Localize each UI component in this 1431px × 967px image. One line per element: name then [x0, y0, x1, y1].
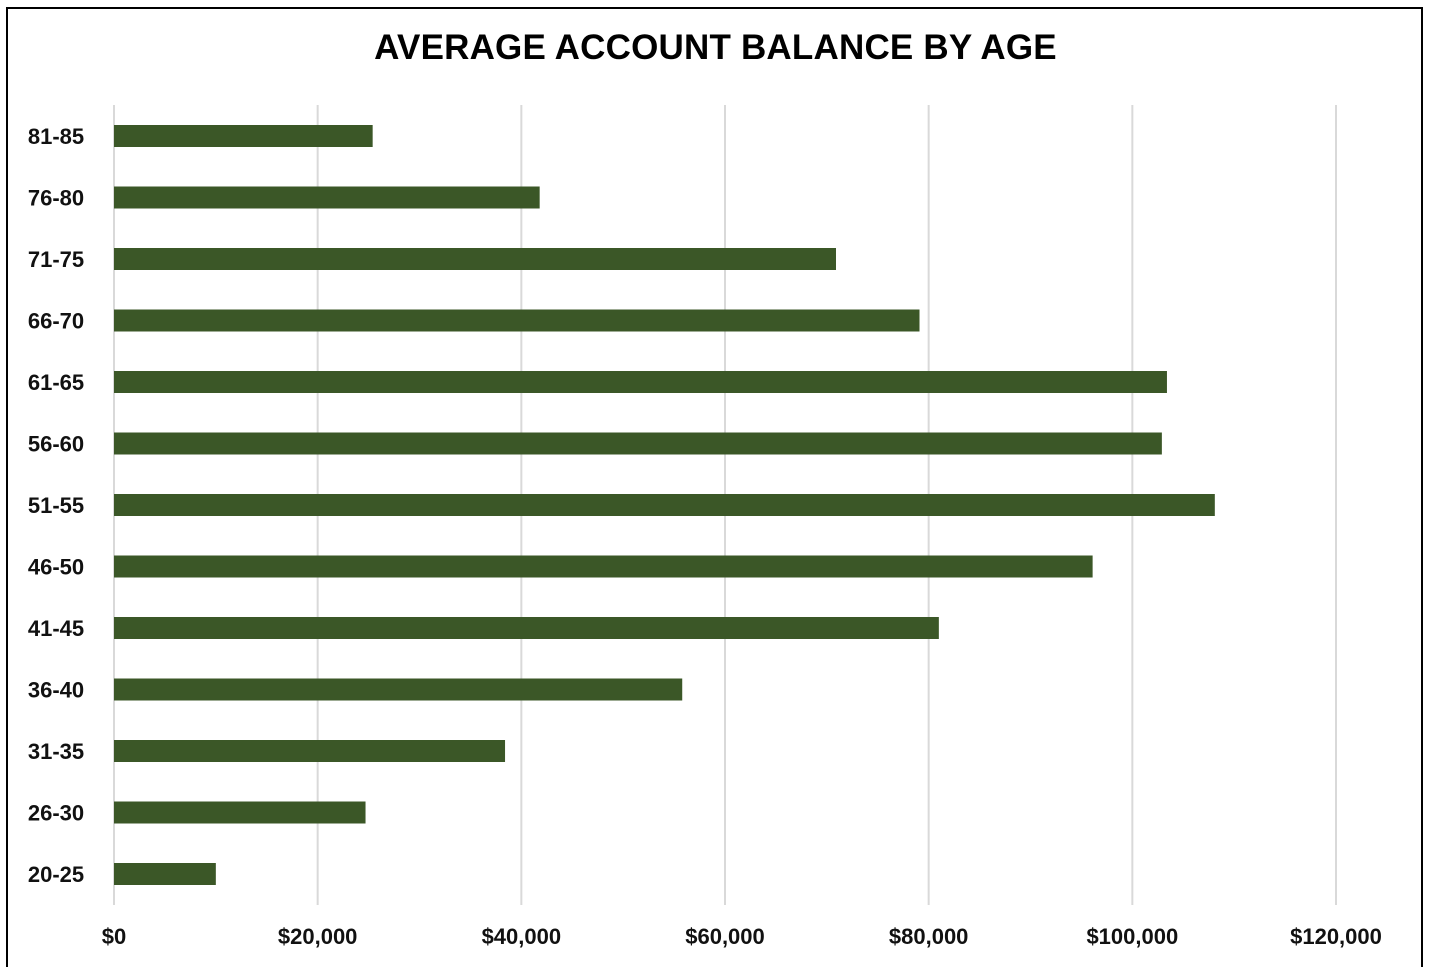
- x-tick-label: $100,000: [1086, 924, 1178, 949]
- bar-41-45: [114, 617, 939, 639]
- category-label: 46-50: [28, 555, 84, 580]
- bar-20-25: [114, 863, 216, 885]
- bar-56-60: [114, 432, 1162, 455]
- chart-title: AVERAGE ACCOUNT BALANCE BY AGE: [374, 28, 1057, 67]
- category-label: 20-25: [28, 862, 84, 887]
- category-label: 66-70: [28, 309, 84, 334]
- x-tick-label: $0: [102, 924, 126, 949]
- bar-46-50: [114, 555, 1093, 578]
- category-labels: 81-85 76-80 71-75 66-70 61-65 56-60 51-55 46-50…: [28, 124, 84, 887]
- category-label: 36-40: [28, 678, 84, 703]
- category-label: 71-75: [28, 247, 84, 272]
- category-label: 51-55: [28, 493, 84, 518]
- x-tick-label: $80,000: [889, 924, 969, 949]
- bars: [114, 125, 1215, 885]
- bar-71-75: [114, 248, 836, 270]
- x-tick-label: $120,000: [1290, 924, 1382, 949]
- category-label: 31-35: [28, 739, 84, 764]
- bar-66-70: [114, 309, 920, 332]
- bar-61-65: [114, 371, 1167, 393]
- x-tick-label: $40,000: [482, 924, 562, 949]
- bar-36-40: [114, 678, 683, 701]
- bar-76-80: [114, 186, 540, 209]
- bar-51-55: [114, 494, 1215, 516]
- category-label: 26-30: [28, 801, 84, 826]
- bar-81-85: [114, 125, 373, 147]
- category-label: 61-65: [28, 370, 84, 395]
- x-tick-label: $20,000: [278, 924, 358, 949]
- x-tick-label: $60,000: [685, 924, 765, 949]
- category-label: 56-60: [28, 432, 84, 457]
- bar-31-35: [114, 740, 506, 762]
- x-tick-labels: $0 $20,000 $40,000 $60,000 $80,000 $100,000 $1…: [102, 924, 1382, 949]
- category-label: 81-85: [28, 124, 84, 149]
- bar-26-30: [114, 801, 366, 824]
- category-label: 76-80: [28, 186, 84, 211]
- category-label: 41-45: [28, 616, 84, 641]
